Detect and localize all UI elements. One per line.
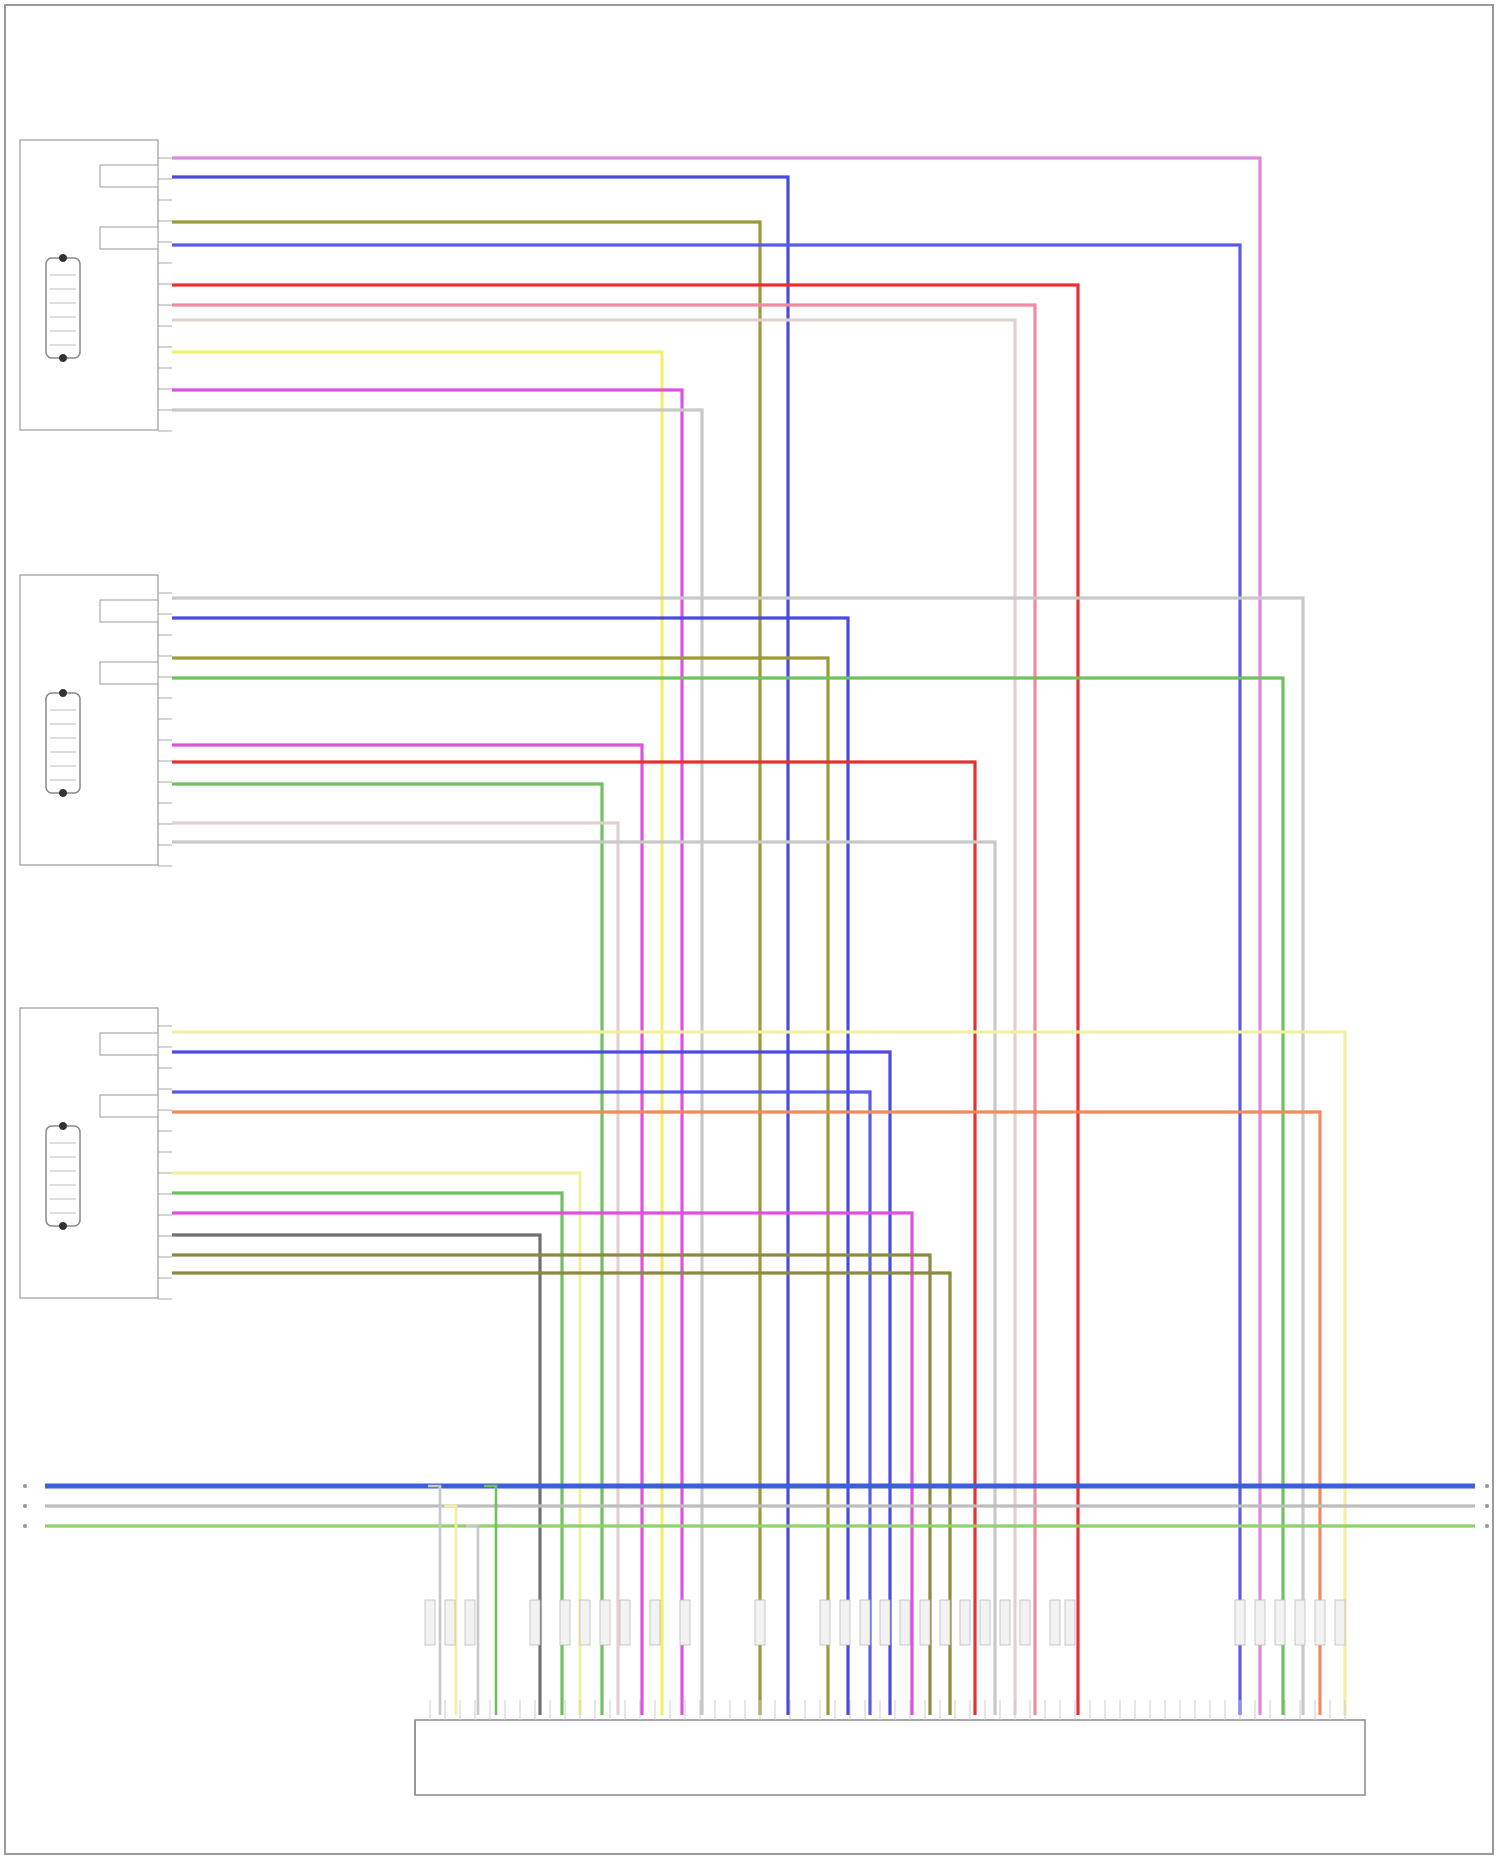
splice-block <box>529 1599 541 1646</box>
main-unit <box>414 1599 1366 1796</box>
splice-block <box>1254 1599 1266 1646</box>
wires-layer <box>172 156 1347 1715</box>
connector-pin-icon <box>59 789 67 797</box>
wire <box>172 743 644 1715</box>
module-port-box <box>99 599 159 623</box>
bus-end-icon <box>23 1504 27 1508</box>
bus-end-icon <box>1485 1524 1489 1528</box>
wire <box>172 1233 542 1715</box>
wire <box>172 1211 914 1715</box>
splice-block <box>819 1599 831 1646</box>
splice-block <box>899 1599 911 1646</box>
wire <box>172 350 664 1715</box>
splice-block <box>424 1599 436 1646</box>
module-box <box>19 139 159 431</box>
splice-block <box>599 1599 611 1646</box>
splice-block <box>679 1599 691 1646</box>
wire <box>172 1050 892 1715</box>
splice-block <box>859 1599 871 1646</box>
connector-pin-icon <box>59 1222 67 1230</box>
wire <box>172 1191 564 1715</box>
splice-block <box>1019 1599 1031 1646</box>
diagram-frame <box>4 4 1494 1855</box>
splice-block <box>619 1599 631 1646</box>
wire <box>172 318 1017 1715</box>
splice-block <box>464 1599 476 1646</box>
splice-block <box>1064 1599 1076 1646</box>
splice-block <box>1274 1599 1286 1646</box>
wire <box>172 782 604 1715</box>
connector-icon <box>45 692 81 794</box>
bus-end-icon <box>23 1524 27 1528</box>
module-port-box <box>99 661 159 685</box>
splice-block <box>559 1599 571 1646</box>
splice-block <box>879 1599 891 1646</box>
splice-block <box>1049 1599 1061 1646</box>
splice-block <box>1294 1599 1306 1646</box>
wire <box>172 616 850 1715</box>
wire <box>172 303 1037 1715</box>
module-box <box>19 1007 159 1299</box>
bus-end-icon <box>23 1484 27 1488</box>
splice-block <box>579 1599 591 1646</box>
splice-block <box>919 1599 931 1646</box>
wire <box>172 243 1242 1715</box>
splice-block <box>444 1599 456 1646</box>
splice-block <box>1334 1599 1346 1646</box>
wire <box>172 1171 582 1715</box>
bus-end-icon <box>1485 1504 1489 1508</box>
bus-layer <box>23 1483 1489 1715</box>
modules-layer <box>19 139 172 1300</box>
connector-pin-icon <box>59 254 67 262</box>
module-box <box>19 574 159 866</box>
bus-drop <box>484 1484 498 1715</box>
splice-block <box>959 1599 971 1646</box>
bus-drop <box>466 1524 480 1715</box>
splice-block <box>1314 1599 1326 1646</box>
connector-icon <box>45 1125 81 1227</box>
wire <box>172 821 620 1715</box>
wire <box>172 1253 932 1715</box>
splice-block <box>839 1599 851 1646</box>
connector-pin-icon <box>59 1122 67 1130</box>
splice-block <box>649 1599 661 1646</box>
wire <box>172 1110 1322 1715</box>
wire <box>172 840 997 1715</box>
wire <box>172 408 704 1715</box>
wire <box>172 283 1080 1715</box>
splice-block <box>939 1599 951 1646</box>
connector-icon <box>45 257 81 359</box>
connector-pin-icon <box>59 689 67 697</box>
bus-drop <box>444 1504 458 1715</box>
bus-end-icon <box>1485 1484 1489 1488</box>
wire <box>172 220 762 1715</box>
module-port-box <box>99 1094 159 1118</box>
wire <box>172 1271 952 1715</box>
module-port-box <box>99 226 159 250</box>
connector-pin-icon <box>59 354 67 362</box>
splice-block <box>979 1599 991 1646</box>
module-port-box <box>99 1032 159 1056</box>
bus-drop <box>428 1484 442 1715</box>
splice-block <box>999 1599 1011 1646</box>
module-port-box <box>99 164 159 188</box>
wire <box>172 156 1262 1715</box>
wire <box>172 596 1305 1715</box>
wire <box>172 676 1285 1715</box>
wire <box>172 760 977 1715</box>
wire <box>172 175 790 1715</box>
wire <box>172 656 830 1715</box>
splice-block <box>754 1599 766 1646</box>
main-unit-box <box>414 1719 1366 1796</box>
splice-block <box>1234 1599 1246 1646</box>
